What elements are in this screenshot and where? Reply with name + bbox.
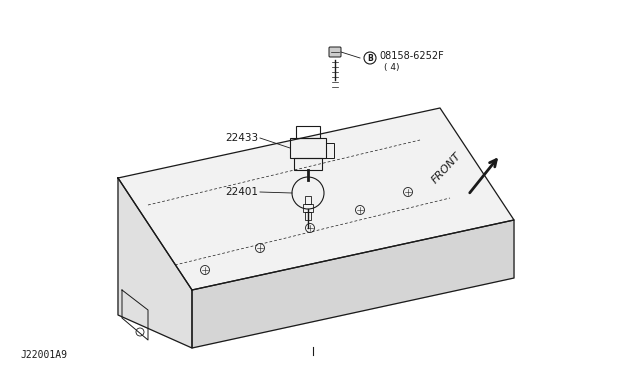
- Bar: [290, 138, 326, 158]
- Text: 22433: 22433: [225, 133, 258, 143]
- Bar: [294, 158, 322, 170]
- Text: ( 4): ( 4): [384, 62, 399, 71]
- Text: J22001A9: J22001A9: [20, 350, 67, 360]
- Bar: [305, 212, 311, 220]
- Text: 22401: 22401: [225, 187, 258, 197]
- Polygon shape: [118, 178, 192, 348]
- Text: B: B: [367, 54, 373, 62]
- Text: 08158-6252F: 08158-6252F: [379, 51, 444, 61]
- Bar: [303, 204, 313, 212]
- Text: FRONT: FRONT: [430, 150, 463, 185]
- FancyBboxPatch shape: [329, 47, 341, 57]
- Bar: [305, 196, 311, 204]
- Polygon shape: [118, 108, 514, 290]
- Bar: [296, 126, 320, 138]
- Bar: [326, 143, 334, 158]
- Polygon shape: [192, 220, 514, 348]
